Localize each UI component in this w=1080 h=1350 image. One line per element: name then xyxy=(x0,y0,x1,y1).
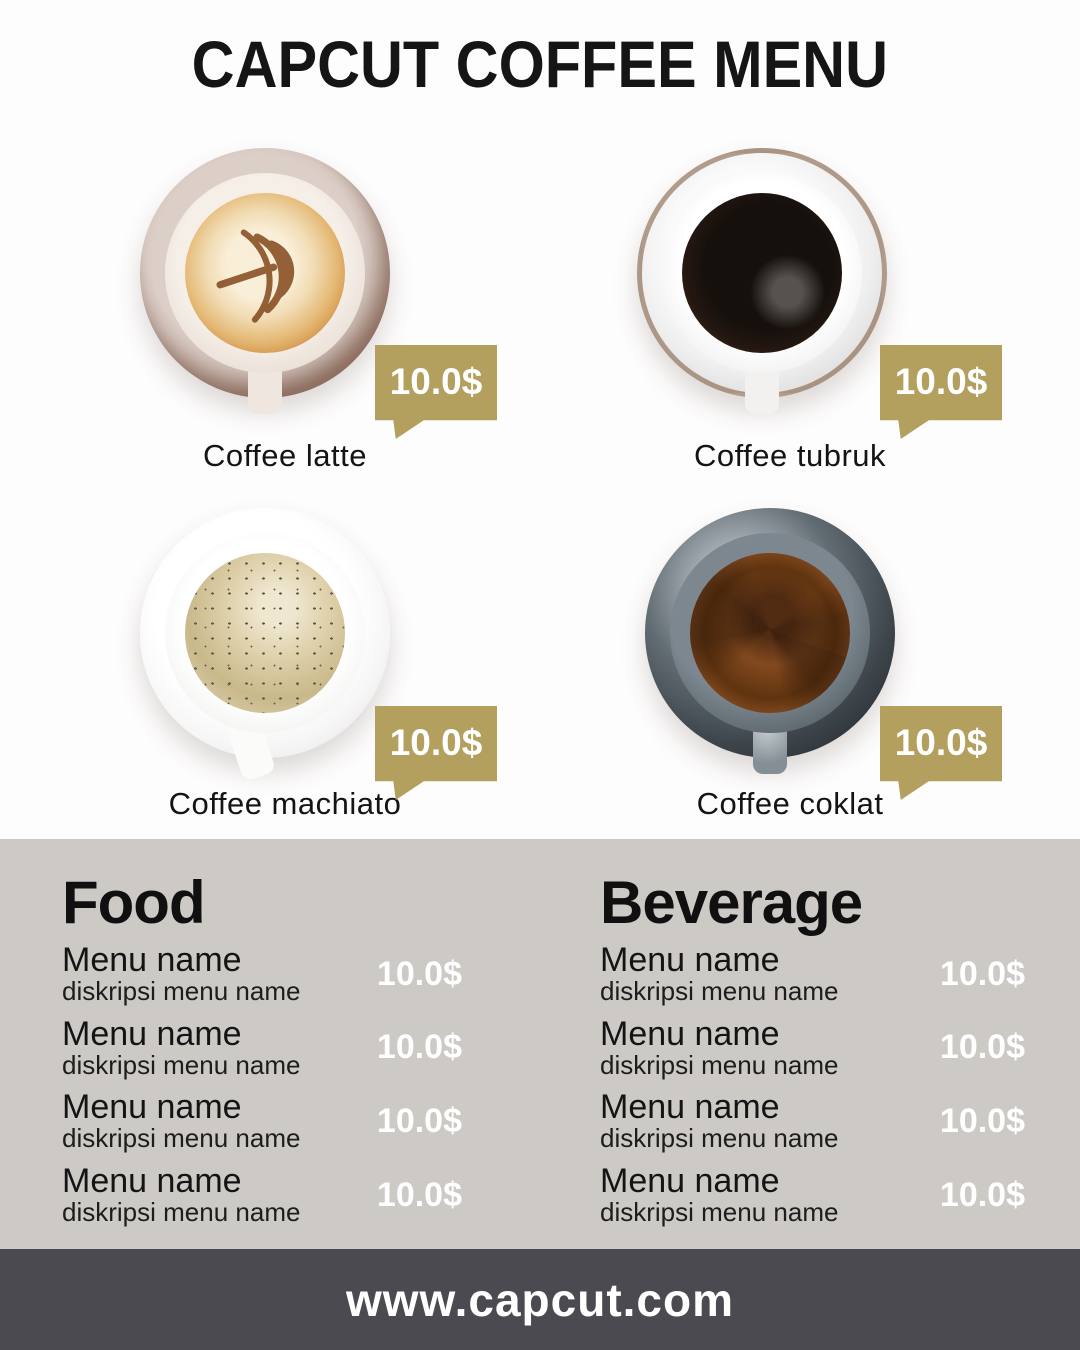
menu-item-description: diskripsi menu name xyxy=(62,1123,301,1154)
menu-item-description: diskripsi menu name xyxy=(600,1049,839,1080)
menu-item: Menu name diskripsi menu name 10.0$ xyxy=(600,943,1025,1006)
menu-item: Menu name diskripsi menu name 10.0$ xyxy=(62,1090,462,1153)
price-label: 10.0$ xyxy=(894,361,988,402)
product-name: Coffee tubruk xyxy=(693,438,887,473)
menu-item-description: diskripsi menu name xyxy=(600,1196,839,1227)
menu-item-text: Menu name diskripsi menu name xyxy=(600,943,838,1006)
coffee-surface xyxy=(682,193,842,353)
menu-item-description: diskripsi menu name xyxy=(600,976,839,1006)
menu-item-price: 10.0$ xyxy=(376,954,462,993)
product-card-machiato: 10.0$ Coffee machiato xyxy=(40,488,530,828)
menu-item-name: Menu name xyxy=(62,1088,242,1127)
menu-item-name: Menu name xyxy=(600,1088,780,1127)
menu-item: Menu name diskripsi menu name 10.0$ xyxy=(62,943,462,1006)
menu-item-name: Menu name xyxy=(62,1014,242,1053)
menu-item-price: 10.0$ xyxy=(939,1175,1025,1214)
menu-item-price: 10.0$ xyxy=(939,1028,1025,1067)
page-title: CAPCUT COFFEE MENU xyxy=(0,26,1080,102)
food-heading: Food xyxy=(62,869,206,936)
menu-item-text: Menu name diskripsi menu name xyxy=(62,943,300,1006)
menu-item-price: 10.0$ xyxy=(376,1028,462,1067)
product-name: Coffee coklat xyxy=(696,786,884,821)
menu-item: Menu name diskripsi menu name 10.0$ xyxy=(62,1164,462,1227)
latte-photo xyxy=(140,148,390,414)
price-tag: 10.0$ xyxy=(880,345,1002,439)
product-card-latte: 10.0$ Coffee latte xyxy=(40,140,530,480)
coffee-surface xyxy=(690,553,850,713)
website-url: www.capcut.com xyxy=(345,1273,735,1326)
menu-item-price: 10.0$ xyxy=(939,1101,1025,1140)
menu-item-text: Menu name diskripsi menu name xyxy=(62,1017,300,1080)
menu-item-price: 10.0$ xyxy=(376,1101,462,1140)
menu-item-description: diskripsi menu name xyxy=(600,1123,839,1154)
menu-item-price: 10.0$ xyxy=(376,1175,462,1214)
menu-item-text: Menu name diskripsi menu name xyxy=(62,1164,300,1227)
price-label: 10.0$ xyxy=(894,722,988,763)
menu-item-name: Menu name xyxy=(600,1161,780,1200)
product-name: Coffee machiato xyxy=(168,786,402,821)
price-tag-bubble: 10.0$ xyxy=(880,345,1002,439)
price-tag: 10.0$ xyxy=(375,706,497,800)
price-label: 10.0$ xyxy=(389,361,483,402)
coffee-surface xyxy=(185,193,345,353)
black-coffee-photo xyxy=(637,148,887,414)
menu-item-text: Menu name diskripsi menu name xyxy=(62,1090,300,1153)
menu-item-name: Menu name xyxy=(62,941,242,979)
price-label: 10.0$ xyxy=(389,722,483,763)
product-name: Coffee latte xyxy=(203,438,367,473)
price-tag-bubble: 10.0$ xyxy=(375,706,497,800)
menu-item: Menu name diskripsi menu name 10.0$ xyxy=(600,1090,1025,1153)
menu-item: Menu name diskripsi menu name 10.0$ xyxy=(600,1164,1025,1227)
menu-item-description: diskripsi menu name xyxy=(62,976,301,1006)
product-card-tubruk: 10.0$ Coffee tubruk xyxy=(545,140,1035,480)
price-tag-bubble: 10.0$ xyxy=(880,706,1002,800)
footer-bar: www.capcut.com xyxy=(0,1249,1080,1350)
menu-item-text: Menu name diskripsi menu name xyxy=(600,1017,838,1080)
menu-item-description: diskripsi menu name xyxy=(62,1196,301,1227)
price-tag: 10.0$ xyxy=(880,706,1002,800)
price-tag-bubble: 10.0$ xyxy=(375,345,497,439)
food-section: Food Menu name diskripsi menu name 10.0$… xyxy=(62,873,462,1237)
menu-item-text: Menu name diskripsi menu name xyxy=(600,1090,838,1153)
menu-list-panel: Food Menu name diskripsi menu name 10.0$… xyxy=(0,839,1080,1249)
menu-item-name: Menu name xyxy=(600,941,780,979)
menu-item: Menu name diskripsi menu name 10.0$ xyxy=(62,1017,462,1080)
latte-art-icon xyxy=(216,229,295,323)
menu-item-text: Menu name diskripsi menu name xyxy=(600,1164,838,1227)
menu-item-price: 10.0$ xyxy=(939,954,1025,993)
page-title-text: CAPCUT COFFEE MENU xyxy=(191,27,889,101)
menu-item: Menu name diskripsi menu name 10.0$ xyxy=(600,1017,1025,1080)
menu-item-description: diskripsi menu name xyxy=(62,1049,301,1080)
coffee-surface xyxy=(185,553,345,713)
chocolate-coffee-photo xyxy=(645,508,895,774)
price-tag: 10.0$ xyxy=(375,345,497,439)
menu-item-name: Menu name xyxy=(600,1014,780,1053)
beverage-heading: Beverage xyxy=(600,869,863,936)
machiato-photo xyxy=(140,508,390,782)
menu-item-name: Menu name xyxy=(62,1161,242,1200)
product-card-coklat: 10.0$ Coffee coklat xyxy=(545,488,1035,828)
beverage-section: Beverage Menu name diskripsi menu name 1… xyxy=(600,873,1025,1237)
